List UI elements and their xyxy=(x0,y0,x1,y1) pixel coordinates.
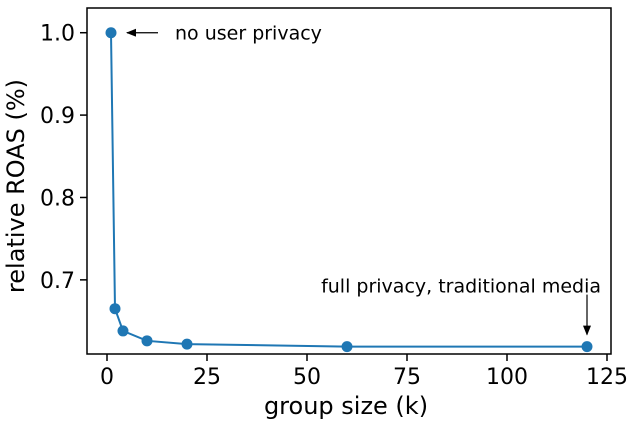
data-point xyxy=(581,341,593,353)
x-tick-label: 100 xyxy=(486,365,528,390)
data-point xyxy=(109,303,121,315)
x-tick-label: 75 xyxy=(393,365,421,390)
annotation-no-user-privacy: no user privacy xyxy=(175,23,322,45)
series xyxy=(105,27,593,353)
x-ticks: 0 25 50 75 100 125 xyxy=(100,354,628,390)
annotations: no user privacy full privacy, traditional… xyxy=(126,23,601,336)
data-point xyxy=(181,338,193,350)
x-tick-label: 0 xyxy=(100,365,114,390)
x-tick-label: 50 xyxy=(293,365,321,390)
y-tick-label: 1.0 xyxy=(40,22,75,47)
data-point xyxy=(117,325,129,337)
y-tick-label: 0.9 xyxy=(40,104,75,129)
series-line xyxy=(110,32,587,348)
y-tick-label: 0.8 xyxy=(40,186,75,211)
plot-area xyxy=(86,7,612,355)
x-tick-label: 25 xyxy=(193,365,221,390)
annotation-full-privacy: full privacy, traditional media xyxy=(321,276,601,298)
data-point xyxy=(341,341,353,353)
y-ticks: 0.7 0.8 0.9 1.0 xyxy=(40,22,87,294)
plot-frame xyxy=(86,7,612,355)
x-axis-label: group size (k) xyxy=(264,392,428,420)
y-tick-label: 0.7 xyxy=(40,269,75,294)
y-axis-label: relative ROAS (%) xyxy=(2,79,30,293)
x-tick-label: 125 xyxy=(586,365,628,390)
data-point xyxy=(141,335,153,347)
data-point xyxy=(105,27,117,39)
